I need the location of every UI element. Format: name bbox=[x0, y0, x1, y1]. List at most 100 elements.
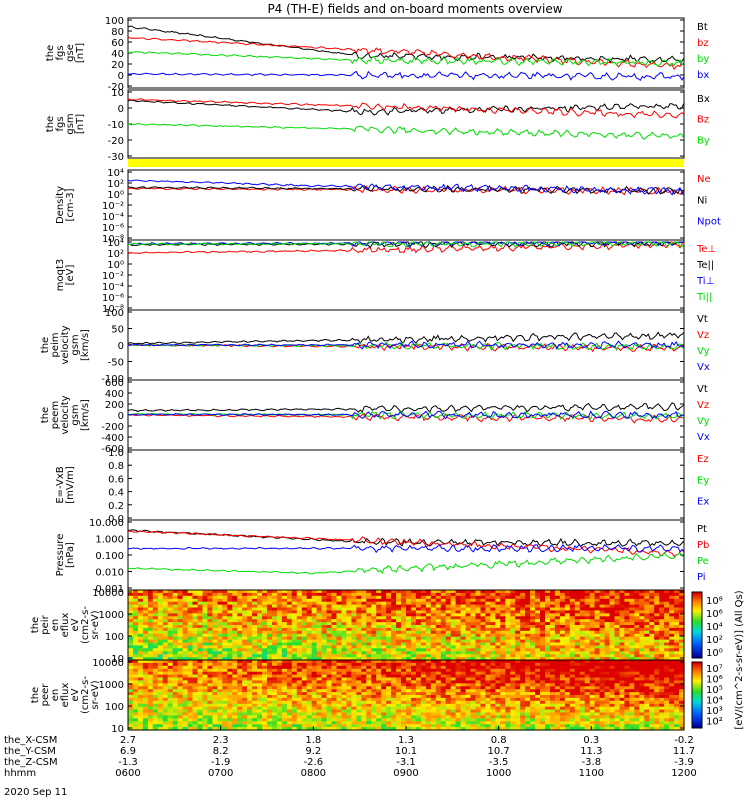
heat-cell bbox=[346, 657, 352, 661]
heat-cell bbox=[147, 619, 154, 623]
heat-cell bbox=[152, 683, 159, 687]
heat-cell bbox=[540, 709, 546, 714]
heat-cell bbox=[475, 616, 482, 620]
heat-cell bbox=[440, 727, 447, 731]
heat-cell bbox=[515, 610, 521, 614]
heat-cell bbox=[252, 616, 258, 620]
heat-cell bbox=[306, 590, 313, 594]
heat-cell bbox=[331, 715, 338, 719]
heat-cell bbox=[177, 680, 184, 684]
heat-cell bbox=[525, 636, 531, 641]
heat-cell bbox=[505, 627, 511, 632]
heat-cell bbox=[331, 721, 338, 725]
heat-cell bbox=[455, 622, 462, 626]
heat-cell bbox=[465, 654, 472, 658]
heat-cell bbox=[272, 724, 278, 728]
heat-cell bbox=[371, 683, 377, 687]
heat-cell bbox=[376, 706, 382, 711]
heat-cell bbox=[247, 660, 253, 664]
heat-cell bbox=[202, 721, 209, 725]
heat-cell bbox=[182, 598, 189, 603]
heat-cell bbox=[346, 697, 352, 702]
heat-cell bbox=[475, 595, 482, 600]
heat-cell bbox=[430, 712, 437, 716]
heat-cell bbox=[262, 636, 268, 641]
heat-cell bbox=[490, 616, 496, 620]
heat-cell bbox=[654, 598, 660, 603]
heat-cell bbox=[331, 654, 338, 658]
heat-cell bbox=[321, 686, 328, 690]
heat-cell bbox=[227, 604, 233, 609]
heat-cell bbox=[232, 613, 238, 617]
heat-cell bbox=[311, 645, 318, 649]
heat-cell bbox=[361, 671, 367, 676]
heat-cell bbox=[267, 636, 273, 641]
heat-cell bbox=[167, 654, 174, 658]
heat-cell bbox=[276, 625, 283, 629]
heat-cell bbox=[366, 680, 372, 684]
heat-cell bbox=[455, 703, 462, 708]
heat-cell bbox=[212, 642, 218, 646]
date-label: 2020 Sep 11 bbox=[4, 787, 67, 798]
heat-cell bbox=[316, 590, 323, 594]
heat-cell bbox=[440, 642, 447, 646]
heat-cell bbox=[540, 712, 546, 716]
heat-cell bbox=[589, 622, 596, 626]
heat-cell bbox=[430, 636, 437, 641]
heat-cell bbox=[212, 665, 218, 670]
y-tick-label: 0.4 bbox=[108, 488, 124, 499]
heat-cell bbox=[227, 695, 233, 699]
heat-cell bbox=[286, 680, 293, 684]
heat-cell bbox=[406, 642, 412, 646]
heat-cell bbox=[386, 727, 392, 731]
heat-cell bbox=[520, 671, 526, 676]
heat-cell bbox=[470, 724, 477, 728]
heat-cell bbox=[396, 686, 402, 690]
heat-cell bbox=[406, 604, 412, 609]
heat-cell bbox=[336, 718, 343, 722]
y-tick-label: 20 bbox=[111, 60, 124, 71]
heat-cell bbox=[460, 616, 467, 620]
heat-cell bbox=[599, 657, 606, 661]
heat-cell bbox=[594, 607, 601, 611]
heat-cell bbox=[331, 697, 338, 702]
heat-cell bbox=[286, 712, 293, 716]
heat-cell bbox=[584, 613, 591, 617]
heat-cell bbox=[232, 654, 238, 658]
heat-cell bbox=[490, 692, 496, 696]
heat-cell bbox=[386, 607, 392, 611]
heat-cell bbox=[584, 645, 591, 649]
heat-cell bbox=[490, 613, 496, 617]
heat-cell bbox=[589, 627, 596, 632]
heat-cell bbox=[257, 695, 263, 699]
heat-cell bbox=[272, 625, 278, 629]
heat-cell bbox=[133, 613, 139, 617]
heat-cell bbox=[137, 715, 144, 719]
heat-cell bbox=[406, 674, 412, 679]
heat-cell bbox=[197, 709, 204, 714]
y-axis-label: peir bbox=[40, 614, 51, 634]
heat-cell bbox=[242, 630, 248, 635]
heat-cell bbox=[366, 619, 372, 623]
heat-cell bbox=[505, 651, 511, 655]
heat-cell bbox=[167, 657, 174, 661]
heat-cell bbox=[341, 700, 348, 705]
heat-cell bbox=[301, 645, 308, 649]
heat-cell bbox=[232, 671, 238, 676]
heat-cell bbox=[445, 718, 452, 722]
heat-cell bbox=[629, 622, 635, 626]
heat-cell bbox=[366, 703, 372, 708]
heat-cell bbox=[232, 700, 238, 705]
heat-cell bbox=[157, 627, 164, 632]
heat-cell bbox=[619, 645, 626, 649]
heat-cell bbox=[142, 613, 149, 617]
heat-cell bbox=[301, 662, 308, 667]
heat-cell bbox=[177, 709, 184, 714]
heat-cell bbox=[495, 715, 501, 719]
heat-cell bbox=[574, 613, 581, 617]
heat-cell bbox=[187, 654, 194, 658]
heat-cell bbox=[406, 712, 412, 716]
heat-cell bbox=[296, 654, 303, 658]
heat-cell bbox=[465, 610, 472, 614]
heat-cell bbox=[649, 601, 655, 606]
